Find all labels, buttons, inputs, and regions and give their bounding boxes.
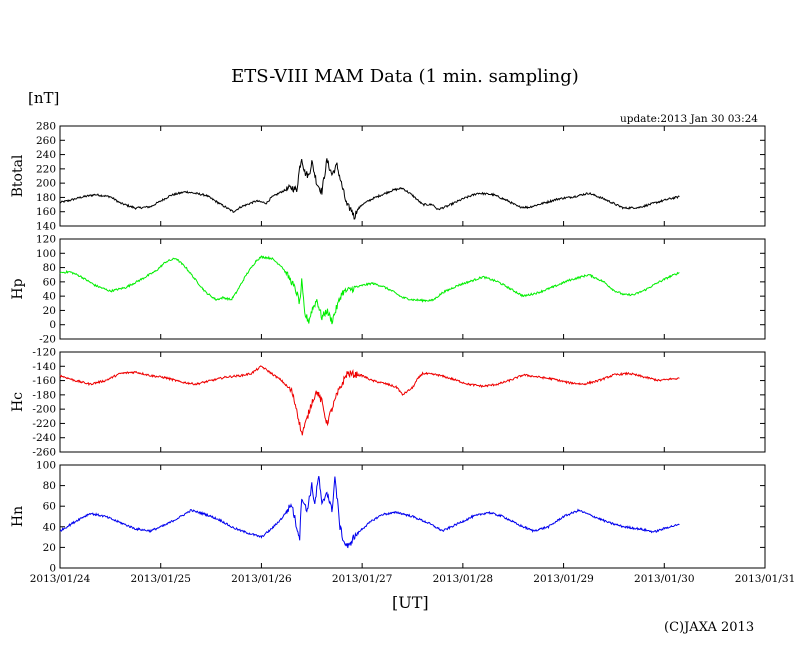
x-tick-label: 2013/01/31 xyxy=(735,573,796,585)
panel-frame-btotal xyxy=(59,125,766,227)
x-tick-label: 2013/01/30 xyxy=(634,573,695,585)
y-tick-label: -200 xyxy=(32,404,56,416)
y-tick-label: 0 xyxy=(49,563,56,575)
unit-label: [nT] xyxy=(28,89,60,107)
series-line-hc xyxy=(59,365,680,436)
y-tick-label: 120 xyxy=(36,234,56,246)
y-tick-label: -160 xyxy=(32,375,56,387)
panel-ylabel-btotal: Btotal xyxy=(10,154,26,197)
x-tick-label: 2013/01/28 xyxy=(433,573,494,585)
x-axis-label: [UT] xyxy=(392,593,429,612)
y-tick-label: 20 xyxy=(43,542,56,554)
y-tick-label: -20 xyxy=(39,334,56,346)
y-tick-label: 240 xyxy=(36,149,56,161)
series-line-hn xyxy=(59,475,680,549)
series-line-hp xyxy=(59,255,680,325)
y-tick-label: 40 xyxy=(43,521,56,533)
panel-ylabel-hp: Hp xyxy=(10,278,26,299)
y-tick-label: 0 xyxy=(49,319,56,331)
panel-frame-hn xyxy=(59,464,766,569)
x-tick-label: 2013/01/24 xyxy=(30,573,91,585)
chart-title: ETS-VIII MAM Data (1 min. sampling) xyxy=(231,66,579,87)
y-tick-label: 220 xyxy=(36,163,56,175)
y-tick-label: 180 xyxy=(36,192,56,204)
y-tick-label: 100 xyxy=(36,460,56,472)
copyright-credit: (C)JAXA 2013 xyxy=(664,620,755,635)
series-line-btotal xyxy=(59,158,680,220)
y-tick-label: 60 xyxy=(43,501,56,513)
x-tick-label: 2013/01/29 xyxy=(533,573,594,585)
y-tick-label: -220 xyxy=(32,418,56,430)
panel-frame-hc xyxy=(59,351,766,453)
y-tick-label: 280 xyxy=(36,121,56,133)
y-tick-label: 100 xyxy=(36,248,56,260)
y-tick-label: -260 xyxy=(32,447,56,459)
y-tick-label: 60 xyxy=(43,276,56,288)
y-tick-label: 140 xyxy=(36,221,56,233)
panel-ylabel-hn: Hn xyxy=(10,506,26,527)
y-tick-label: -180 xyxy=(32,389,56,401)
x-tick-label: 2013/01/26 xyxy=(231,573,292,585)
y-tick-label: -140 xyxy=(32,361,56,373)
y-tick-label: 200 xyxy=(36,178,56,190)
panel-frame-hp xyxy=(59,238,766,340)
y-tick-label: 80 xyxy=(43,480,56,492)
x-tick-label: 2013/01/25 xyxy=(130,573,191,585)
y-tick-label: 260 xyxy=(36,135,56,147)
panel-ylabel-hc: Hc xyxy=(10,392,26,412)
y-tick-label: 80 xyxy=(43,262,56,274)
y-tick-label: 20 xyxy=(43,305,56,317)
x-tick-label: 2013/01/27 xyxy=(332,573,393,585)
y-tick-label: 40 xyxy=(43,291,56,303)
y-tick-label: -120 xyxy=(32,347,56,359)
update-timestamp: update:2013 Jan 30 03:24 xyxy=(619,113,758,125)
y-tick-label: 160 xyxy=(36,206,56,218)
y-tick-label: -240 xyxy=(32,432,56,444)
